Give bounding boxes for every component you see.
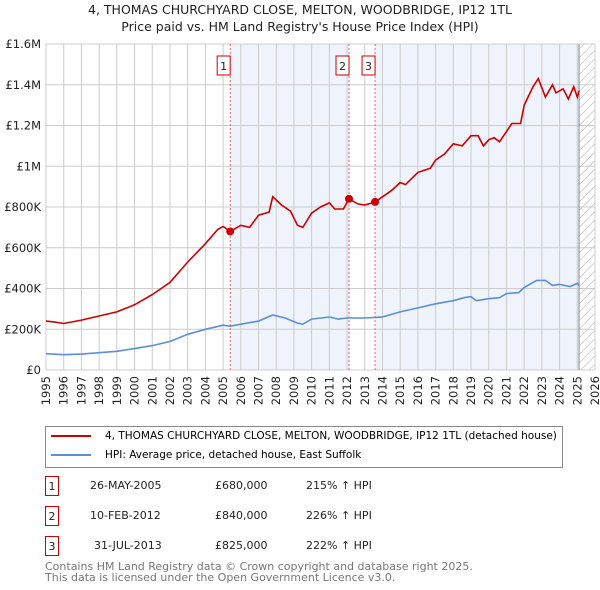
- x-tick-label: 2001: [145, 376, 159, 405]
- x-tick-label: 2021: [499, 376, 513, 405]
- x-tick-label: 2026: [588, 376, 600, 405]
- hpi-line: [45, 279, 580, 356]
- y-tick-label: £1.6M: [5, 37, 41, 51]
- y-tick-label: £800K: [4, 200, 41, 214]
- x-tick-label: 1996: [57, 376, 71, 405]
- x-tick-label: 2015: [393, 376, 407, 405]
- chart-subtitle: Price paid vs. HM Land Registry's House …: [121, 19, 479, 34]
- legend: 4, THOMAS CHURCHYARD CLOSE, MELTON, WOOD…: [45, 426, 563, 468]
- x-tick-label: 2009: [287, 376, 301, 405]
- x-tick-label: 2020: [482, 376, 496, 405]
- y-tick-label: £0: [26, 363, 41, 377]
- x-tick-label: 1997: [74, 376, 88, 405]
- x-tick-label: 2005: [216, 376, 230, 405]
- x-tick-label: 1995: [39, 376, 53, 405]
- y-tick-label: £1.4M: [5, 78, 41, 92]
- sale-row: 1 26-MAY-2005 £680,000 215% ↑ HPI: [45, 476, 445, 496]
- sale-row: 2 10-FEB-2012 £840,000 226% ↑ HPI: [45, 506, 445, 526]
- legend-label: HPI: Average price, detached house, East…: [105, 449, 362, 461]
- sale-point: [371, 197, 380, 206]
- footer-licence: This data is licensed under the Open Gov…: [45, 571, 396, 584]
- x-tick-label: 2007: [252, 376, 266, 405]
- sale-label: 3: [365, 60, 372, 73]
- sale-date: 10-FEB-2012: [90, 509, 161, 522]
- x-tick-label: 1998: [92, 376, 106, 405]
- sale-row: 3 31-JUL-2013 £825,000 222% ↑ HPI: [45, 536, 445, 556]
- x-tick-label: 2008: [269, 376, 283, 405]
- sale-date: 31-JUL-2013: [94, 539, 162, 552]
- sale-hpi: 215% ↑ HPI: [306, 479, 372, 492]
- x-tick-label: 2011: [322, 376, 336, 405]
- x-tick-label: 2014: [375, 376, 389, 405]
- x-tick-label: 2006: [234, 376, 248, 405]
- y-tick-label: £400K: [4, 282, 41, 296]
- sale-hpi: 226% ↑ HPI: [306, 509, 372, 522]
- x-tick-label: 2000: [128, 376, 142, 405]
- sale-marker-badge: 2: [45, 506, 59, 526]
- sale-label-box: [216, 55, 231, 76]
- sale-price: £680,000: [215, 479, 268, 492]
- sale-hpi: 222% ↑ HPI: [306, 539, 372, 552]
- legend-item-hpi: HPI: Average price, detached house, East…: [51, 449, 361, 461]
- sale-price: £825,000: [215, 539, 268, 552]
- legend-swatch-red: [51, 435, 91, 437]
- sale-label-box: [361, 55, 376, 76]
- x-tick-label: 2012: [340, 376, 354, 405]
- sale-marker-badge: 1: [45, 476, 59, 496]
- x-tick-label: 1999: [110, 376, 124, 405]
- legend-swatch-blue: [51, 454, 91, 456]
- x-tick-label: 2016: [411, 376, 425, 405]
- legend-item-property: 4, THOMAS CHURCHYARD CLOSE, MELTON, WOOD…: [51, 430, 557, 442]
- price-paid-line: [45, 76, 580, 325]
- y-tick-label: £600K: [4, 241, 41, 255]
- x-tick-label: 2004: [198, 376, 212, 405]
- sale-label: 1: [220, 60, 227, 73]
- sale-date: 26-MAY-2005: [90, 479, 162, 492]
- x-tick-label: 2013: [358, 376, 372, 405]
- sale-label: 2: [339, 60, 346, 73]
- legend-label: 4, THOMAS CHURCHYARD CLOSE, MELTON, WOOD…: [105, 430, 557, 442]
- price-chart: 1995 1996 1997 1998 1999 2000 2001 2002 2003 2004…: [4, 37, 600, 405]
- x-tick-label: 2003: [181, 376, 195, 405]
- x-tick-label: 2022: [517, 376, 531, 405]
- x-tick-label: 2023: [535, 376, 549, 405]
- sale-point: [345, 194, 354, 203]
- chart-title: 4, THOMAS CHURCHYARD CLOSE, MELTON, WOOD…: [88, 2, 512, 17]
- sale-point: [226, 227, 235, 236]
- sale-label-box: [335, 55, 350, 76]
- y-tick-label: £1M: [16, 159, 41, 173]
- sale-marker-badge: 3: [45, 536, 59, 556]
- x-tick-label: 2017: [429, 376, 443, 405]
- x-tick-label: 2024: [553, 376, 567, 405]
- x-tick-label: 2010: [305, 376, 319, 405]
- footer-copyright: Contains HM Land Registry data © Crown c…: [45, 560, 473, 573]
- x-tick-label: 2018: [446, 376, 460, 405]
- x-tick-label: 2019: [464, 376, 478, 405]
- sale-price: £840,000: [215, 509, 268, 522]
- y-tick-label: £1.2M: [5, 119, 41, 133]
- x-tick-label: 2002: [163, 376, 177, 405]
- x-tick-label: 2025: [570, 376, 584, 405]
- y-tick-label: £200K: [4, 322, 41, 336]
